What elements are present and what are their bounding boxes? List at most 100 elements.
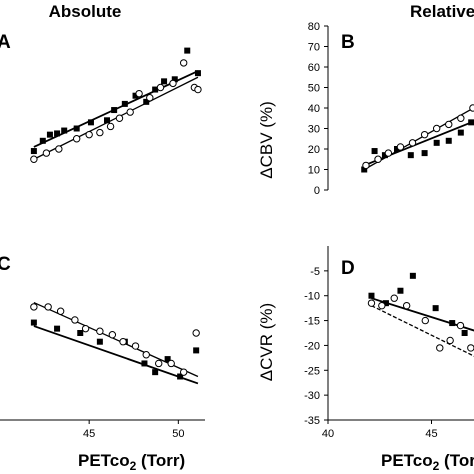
panel-b-point-square <box>457 129 464 136</box>
panel-b-point-circle <box>396 143 405 151</box>
panel-b-point-square <box>421 150 428 157</box>
panel-b-point-circle <box>445 120 453 129</box>
panel-c-x-tick-label: 50 <box>172 428 184 440</box>
panel-c-point-square <box>141 360 148 367</box>
panel-b-y-tick-label: 0 <box>314 185 320 197</box>
panel-a-point-square <box>194 70 201 77</box>
panel-b-point-square <box>371 148 378 155</box>
x-axis-label-right-unit: (Torr) <box>439 451 474 470</box>
panel-b-point-square <box>445 137 452 144</box>
panel-label-d: D <box>341 258 355 279</box>
panel-b-y-tick-label: 20 <box>308 144 320 156</box>
panel-a-point-square <box>111 107 118 114</box>
panel-d-point-circle <box>378 301 386 310</box>
panel-a-point-square <box>184 47 191 54</box>
panel-c-point-circle <box>179 368 188 376</box>
panel-a-point-circle <box>72 135 81 143</box>
panel-d-point-circle <box>446 336 454 345</box>
panel-d-y-tick-label: -20 <box>304 340 320 352</box>
panel-b-point-circle <box>420 130 429 139</box>
panel-d-point-circle <box>456 321 465 330</box>
panel-a-point-circle <box>135 89 143 98</box>
panel-a: A <box>0 32 202 163</box>
panel-d-point-square <box>382 300 389 307</box>
panel-c-point-square <box>193 347 200 354</box>
panel-b-y-tick-label: 10 <box>308 165 320 177</box>
panel-a-point-square <box>30 148 37 155</box>
panel-b-point-square <box>433 139 440 146</box>
panel-b-point-circle <box>457 114 465 122</box>
panel-c-point-circle <box>192 329 200 337</box>
panel-c-point-circle <box>71 316 79 324</box>
panel-b-y-tick-label: 60 <box>308 62 320 74</box>
panel-d-point-square <box>409 272 416 279</box>
panel-a-point-square <box>104 117 110 124</box>
panel-b-plot <box>361 104 474 173</box>
panel-b-point-circle <box>362 161 370 170</box>
panel-a-point-circle <box>146 94 154 102</box>
panel-a-point-square <box>143 98 150 105</box>
panel-d-point-square <box>368 292 375 299</box>
panel-a-point-circle <box>169 79 177 88</box>
panel-a-point-circle <box>85 130 93 139</box>
panel-b-y-tick-label: 70 <box>308 42 320 54</box>
x-axis-label-right-main: PETco <box>381 451 433 470</box>
x-axis-label-left-sub: 2 <box>130 459 137 473</box>
x-axis-label-left: PETco2 (Torr) <box>78 451 185 473</box>
panel-d-point-circle <box>421 316 429 325</box>
panel-d-x-tick-label: 40 <box>322 428 334 440</box>
panel-label-b: B <box>341 32 355 53</box>
panel-a-point-circle <box>106 122 115 131</box>
panel-a-point-square <box>121 100 128 107</box>
panel-b-y-label: ΔCBV (%) <box>257 101 276 178</box>
panel-b-y-ticks: 0 10 20 30 40 50 60 70 80 <box>308 21 328 197</box>
panel-c-point-circle <box>44 303 52 311</box>
panel-c-point-square <box>30 319 37 326</box>
panel-a-point-square <box>161 78 168 85</box>
panel-label-c: C <box>0 254 11 275</box>
panel-c-fit-line-squares <box>33 325 199 385</box>
panel-b-y-tick-label: 50 <box>308 83 320 95</box>
panel-c-point-circle <box>167 359 175 368</box>
panel-c-point-circle <box>81 324 90 333</box>
panel-c-x-tick-label: 45 <box>83 428 95 440</box>
x-axis-label-left-main: PETco <box>78 451 130 470</box>
panel-a-point-square <box>61 127 68 134</box>
panel-b-y-tick-label: 30 <box>308 124 320 136</box>
panel-d-y-tick-label: -5 <box>310 266 320 278</box>
panel-c-point-circle <box>142 351 150 359</box>
panel-b-y-tick-label: 40 <box>308 103 320 115</box>
panel-b-point-square <box>381 152 388 159</box>
panel-c-point-square <box>54 325 61 332</box>
x-axis-label-right: PETco2 (Torr) <box>381 451 474 473</box>
panel-c-point-circle <box>155 359 163 368</box>
panel-a-point-circle <box>96 128 104 137</box>
x-axis-label-right-sub: 2 <box>433 459 440 473</box>
panel-b-point-circle <box>432 124 441 133</box>
panel-c-point-square <box>177 373 184 380</box>
panel-c-point-circle <box>30 303 38 311</box>
panel-d-y-tick-label: -10 <box>304 291 320 303</box>
panel-c-point-circle <box>108 331 117 339</box>
panel-d-fit-line-squares <box>371 297 474 332</box>
panel-d-point-square <box>397 287 404 294</box>
panel-a-point-square <box>87 119 94 126</box>
panel-b-point-circle <box>384 149 393 157</box>
panel-c-point-square <box>77 330 84 336</box>
panel-a-point-square <box>132 92 139 99</box>
panel-d-x-tick-label: 45 <box>425 428 437 440</box>
panel-d-y-tick-label: -25 <box>304 365 320 377</box>
panel-c-point-circle <box>56 307 65 315</box>
panel-a-point-circle <box>42 149 51 157</box>
panel-b-point-circle <box>408 139 417 147</box>
panel-a-point-circle <box>55 145 63 153</box>
panel-d-point-square <box>432 305 439 312</box>
panel-b-y-tick-label: 80 <box>308 21 320 33</box>
panel-b-point-square <box>394 146 400 152</box>
panel-b-point-square <box>468 119 474 126</box>
panel-b-point-circle <box>469 104 474 112</box>
panel-d-y-ticks: -5 -10 -15 -20 -25 -30 -35 <box>304 266 328 427</box>
x-axis-label-left-unit: (Torr) <box>136 451 185 470</box>
panel-b: B 0 10 20 30 40 50 60 70 80 ΔCBV (%) <box>257 21 474 197</box>
